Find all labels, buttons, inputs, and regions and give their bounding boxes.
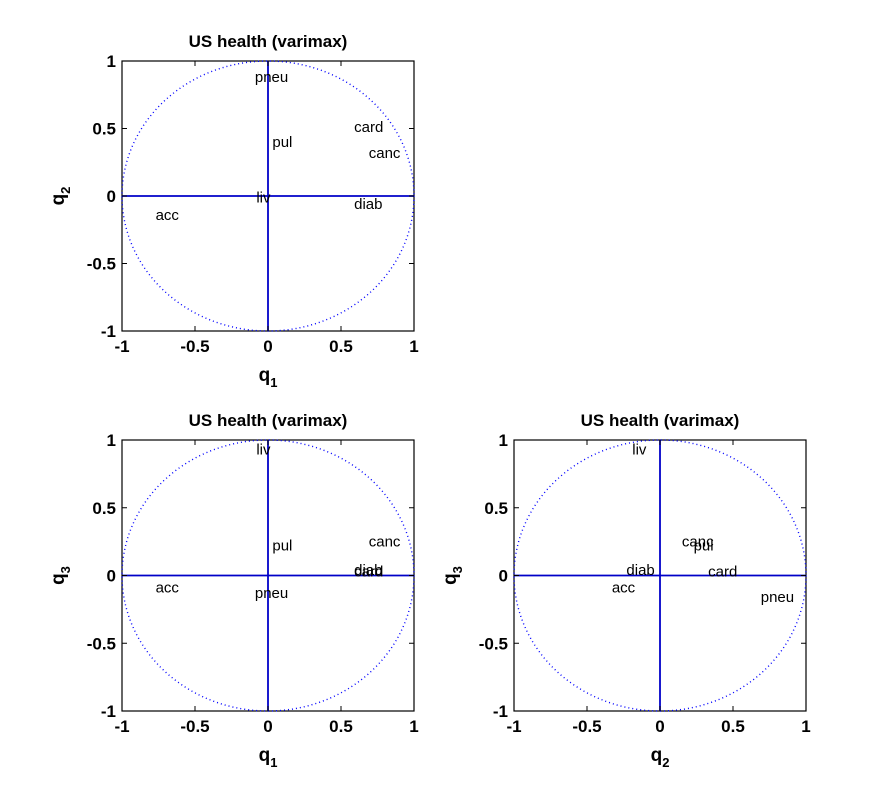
y-tick-label: 0 — [107, 187, 116, 206]
point-label-pneu: pneu — [255, 69, 288, 86]
y-tick-label: 1 — [499, 431, 508, 450]
y-axis-label-subscript: 3 — [58, 566, 73, 573]
x-tick-label: 1 — [409, 717, 418, 736]
y-tick-label: -1 — [493, 702, 508, 721]
y-axis-label-base: q — [48, 573, 69, 585]
point-label-acc: acc — [156, 207, 180, 224]
x-tick-label: 0.5 — [329, 337, 353, 356]
point-label-card: card — [354, 119, 383, 136]
x-tick-label: 1 — [409, 337, 418, 356]
point-label-diab: diab — [626, 562, 654, 579]
point-label-diab: diab — [354, 562, 382, 579]
point-label-pul: pul — [694, 538, 714, 555]
x-tick-label: 0 — [655, 717, 664, 736]
x-axis-label-base: q — [259, 365, 271, 386]
y-tick-label: -0.5 — [479, 634, 508, 653]
y-axis-label-base: q — [440, 573, 461, 585]
chart-title: US health (varimax) — [581, 411, 740, 430]
x-axis-label: q1 — [259, 365, 278, 390]
point-label-pul: pul — [272, 538, 292, 555]
point-label-canc: canc — [369, 145, 401, 162]
point-label-card: card — [354, 563, 383, 580]
point-label-canc: canc — [369, 534, 401, 551]
x-tick-label: 0 — [263, 717, 272, 736]
x-tick-label: -1 — [114, 337, 129, 356]
y-tick-label: 0.5 — [484, 499, 508, 518]
x-axis-label: q1 — [259, 745, 278, 770]
point-label-pul: pul — [272, 134, 292, 151]
x-tick-label: 0 — [263, 337, 272, 356]
y-tick-label: -1 — [101, 702, 116, 721]
chart-panel-1: -1 -0.5 0 0.5 1 1 0.5 0 -0.5 -1 US health (varimax… — [48, 32, 419, 390]
x-tick-label: -0.5 — [180, 717, 209, 736]
point-label-card: card — [708, 563, 737, 580]
point-label-canc: canc — [682, 534, 714, 551]
y-tick-label: 0 — [499, 567, 508, 586]
y-axis-label: q3 — [440, 566, 465, 585]
y-tick-label: 1 — [107, 52, 116, 71]
chart-title: US health (varimax) — [189, 411, 348, 430]
point-label-liv: liv — [256, 189, 271, 206]
y-axis-label: q3 — [48, 566, 73, 585]
x-tick-label: -1 — [506, 717, 521, 736]
point-label-acc: acc — [612, 580, 636, 597]
x-axis-label-subscript: 1 — [270, 755, 277, 770]
chart-title: US health (varimax) — [189, 32, 348, 51]
y-axis-label-subscript: 3 — [450, 566, 465, 573]
point-label-liv: liv — [256, 441, 271, 458]
x-tick-label: 1 — [801, 717, 810, 736]
y-axis-label-base: q — [48, 194, 69, 206]
y-axis-label: q2 — [48, 187, 73, 206]
x-tick-label: -1 — [114, 717, 129, 736]
y-tick-label: 0 — [107, 567, 116, 586]
chart-panel-2: -1 -0.5 0 0.5 1 1 0.5 0 -0.5 -1 US health (varimax… — [48, 411, 419, 770]
y-axis-label-subscript: 2 — [58, 187, 73, 194]
x-axis-label-subscript: 1 — [270, 375, 277, 390]
chart-panel-3: -1 -0.5 0 0.5 1 1 0.5 0 -0.5 -1 US health (varimax… — [440, 411, 811, 770]
x-tick-label: 0.5 — [721, 717, 745, 736]
x-tick-label: -0.5 — [572, 717, 601, 736]
y-tick-label: 1 — [107, 431, 116, 450]
point-label-acc: acc — [156, 580, 180, 597]
point-label-pneu: pneu — [255, 585, 288, 602]
point-label-pneu: pneu — [761, 589, 794, 606]
point-label-diab: diab — [354, 196, 382, 213]
x-tick-label: 0.5 — [329, 717, 353, 736]
point-label-liv: liv — [632, 441, 647, 458]
x-axis-label-base: q — [259, 745, 271, 766]
y-tick-label: 0.5 — [92, 499, 116, 518]
x-axis-label-base: q — [651, 745, 663, 766]
y-tick-label: -0.5 — [87, 634, 116, 653]
x-tick-label: -0.5 — [180, 337, 209, 356]
x-axis-label: q2 — [651, 745, 670, 770]
y-tick-label: -1 — [101, 322, 116, 341]
y-tick-label: 0.5 — [92, 120, 116, 139]
x-axis-label-subscript: 2 — [662, 755, 669, 770]
y-tick-label: -0.5 — [87, 255, 116, 274]
